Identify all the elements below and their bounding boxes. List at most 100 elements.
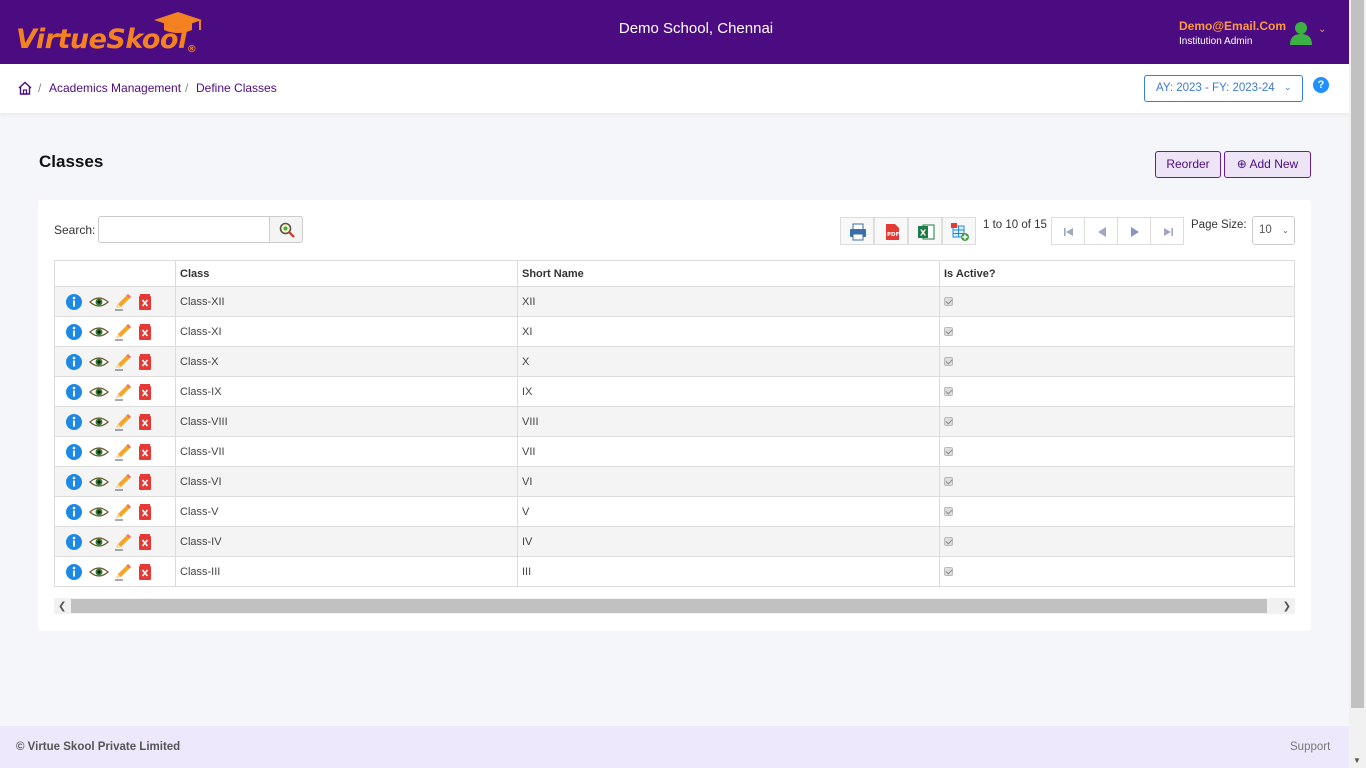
delete-icon[interactable] — [137, 383, 157, 401]
print-button[interactable] — [840, 217, 874, 245]
cell-class: Class-IV — [175, 526, 518, 557]
export-excel-button[interactable]: X — [908, 217, 942, 245]
search-icon — [279, 222, 295, 238]
vertical-scrollbar[interactable]: ▼ — [1349, 0, 1366, 768]
table-row[interactable]: Class-X X — [54, 346, 1295, 377]
cell-class: Class-IX — [175, 376, 518, 407]
export-csv-button[interactable] — [942, 217, 976, 245]
view-eye-icon[interactable] — [89, 533, 109, 551]
last-page-button[interactable] — [1150, 217, 1184, 245]
delete-icon[interactable] — [137, 503, 157, 521]
view-eye-icon[interactable] — [89, 503, 109, 521]
delete-icon[interactable] — [137, 353, 157, 371]
horizontal-scrollbar-thumb[interactable] — [71, 599, 1267, 613]
scroll-right-icon[interactable]: ❯ — [1282, 601, 1291, 612]
breadcrumb-academics[interactable]: Academics Management — [49, 81, 182, 95]
edit-pencil-icon[interactable] — [113, 473, 133, 491]
view-eye-icon[interactable] — [89, 323, 109, 341]
table-row[interactable]: Class-VI VI — [54, 466, 1295, 497]
info-icon[interactable] — [65, 293, 85, 311]
edit-pencil-icon[interactable] — [113, 353, 133, 371]
column-header-short-name[interactable]: Short Name — [517, 260, 940, 287]
view-eye-icon[interactable] — [89, 353, 109, 371]
help-icon[interactable]: ? — [1313, 77, 1329, 93]
cell-is-active — [939, 376, 1295, 407]
view-eye-icon[interactable] — [89, 443, 109, 461]
view-eye-icon[interactable] — [89, 413, 109, 431]
academic-year-select[interactable]: AY: 2023 - FY: 2023-24 — [1144, 75, 1303, 102]
previous-page-button[interactable] — [1084, 217, 1118, 245]
cell-class: Class-V — [175, 496, 518, 527]
edit-pencil-icon[interactable] — [113, 533, 133, 551]
table-row[interactable]: Class-VIII VIII — [54, 406, 1295, 437]
edit-pencil-icon[interactable] — [113, 383, 133, 401]
app-logo[interactable]: VirtueSkool® — [16, 10, 216, 56]
previous-page-icon — [1098, 227, 1106, 237]
reorder-button[interactable]: Reorder — [1155, 151, 1221, 178]
cell-short-name: XI — [517, 316, 940, 347]
first-page-button[interactable] — [1051, 217, 1085, 245]
info-icon[interactable] — [65, 473, 85, 491]
classes-table: Class Short Name Is Active? Class-XII XII… — [54, 260, 1295, 587]
page-size-select[interactable]: 10 — [1252, 216, 1295, 245]
delete-icon[interactable] — [137, 443, 157, 461]
info-icon[interactable] — [65, 503, 85, 521]
table-row[interactable]: Class-V V — [54, 496, 1295, 527]
cell-short-name: XII — [517, 286, 940, 317]
user-menu-chevron-icon[interactable]: ⌄ — [1318, 24, 1327, 35]
table-row[interactable]: Class-VII VII — [54, 436, 1295, 467]
view-eye-icon[interactable] — [89, 473, 109, 491]
graduation-cap-icon — [154, 12, 202, 33]
cell-short-name: V — [517, 496, 940, 527]
edit-pencil-icon[interactable] — [113, 293, 133, 311]
user-avatar-icon[interactable] — [1290, 21, 1312, 45]
info-icon[interactable] — [65, 563, 85, 581]
table-row[interactable]: Class-IV IV — [54, 526, 1295, 557]
search-input[interactable] — [98, 216, 270, 243]
info-icon[interactable] — [65, 353, 85, 371]
search-button[interactable] — [269, 216, 303, 243]
delete-icon[interactable] — [137, 533, 157, 551]
table-row[interactable]: Class-III III — [54, 556, 1295, 587]
cell-class: Class-VI — [175, 466, 518, 497]
info-icon[interactable] — [65, 443, 85, 461]
delete-icon[interactable] — [137, 293, 157, 311]
row-actions — [54, 526, 176, 557]
edit-pencil-icon[interactable] — [113, 503, 133, 521]
home-icon[interactable] — [18, 81, 32, 95]
table-row[interactable]: Class-IX IX — [54, 376, 1295, 407]
cell-short-name: IX — [517, 376, 940, 407]
column-header-is-active[interactable]: Is Active? — [939, 260, 1295, 287]
edit-pencil-icon[interactable] — [113, 443, 133, 461]
table-row[interactable]: Class-XI XI — [54, 316, 1295, 347]
info-icon[interactable] — [65, 383, 85, 401]
row-actions — [54, 436, 176, 467]
row-actions — [54, 286, 176, 317]
edit-pencil-icon[interactable] — [113, 323, 133, 341]
edit-pencil-icon[interactable] — [113, 563, 133, 581]
info-icon[interactable] — [65, 323, 85, 341]
info-icon[interactable] — [65, 413, 85, 431]
scroll-left-icon[interactable]: ❮ — [58, 601, 67, 612]
edit-pencil-icon[interactable] — [113, 413, 133, 431]
view-eye-icon[interactable] — [89, 293, 109, 311]
view-eye-icon[interactable] — [89, 383, 109, 401]
delete-icon[interactable] — [137, 563, 157, 581]
user-email[interactable]: Demo@Email.Com — [1179, 19, 1287, 33]
table-row[interactable]: Class-XII XII — [54, 286, 1295, 317]
delete-icon[interactable] — [137, 473, 157, 491]
scroll-down-icon[interactable]: ▼ — [1353, 756, 1361, 765]
next-page-button[interactable] — [1117, 217, 1151, 245]
add-new-button[interactable]: ⊕ Add New — [1224, 151, 1311, 178]
horizontal-scrollbar[interactable]: ❮ ❯ — [54, 598, 1295, 614]
cell-short-name: X — [517, 346, 940, 377]
next-page-icon — [1131, 227, 1139, 237]
delete-icon[interactable] — [137, 413, 157, 431]
export-pdf-button[interactable]: PDF — [874, 217, 908, 245]
vertical-scrollbar-thumb[interactable] — [1351, 0, 1364, 708]
support-link[interactable]: Support — [1290, 741, 1331, 753]
column-header-class[interactable]: Class — [175, 260, 518, 287]
info-icon[interactable] — [65, 533, 85, 551]
view-eye-icon[interactable] — [89, 563, 109, 581]
delete-icon[interactable] — [137, 323, 157, 341]
